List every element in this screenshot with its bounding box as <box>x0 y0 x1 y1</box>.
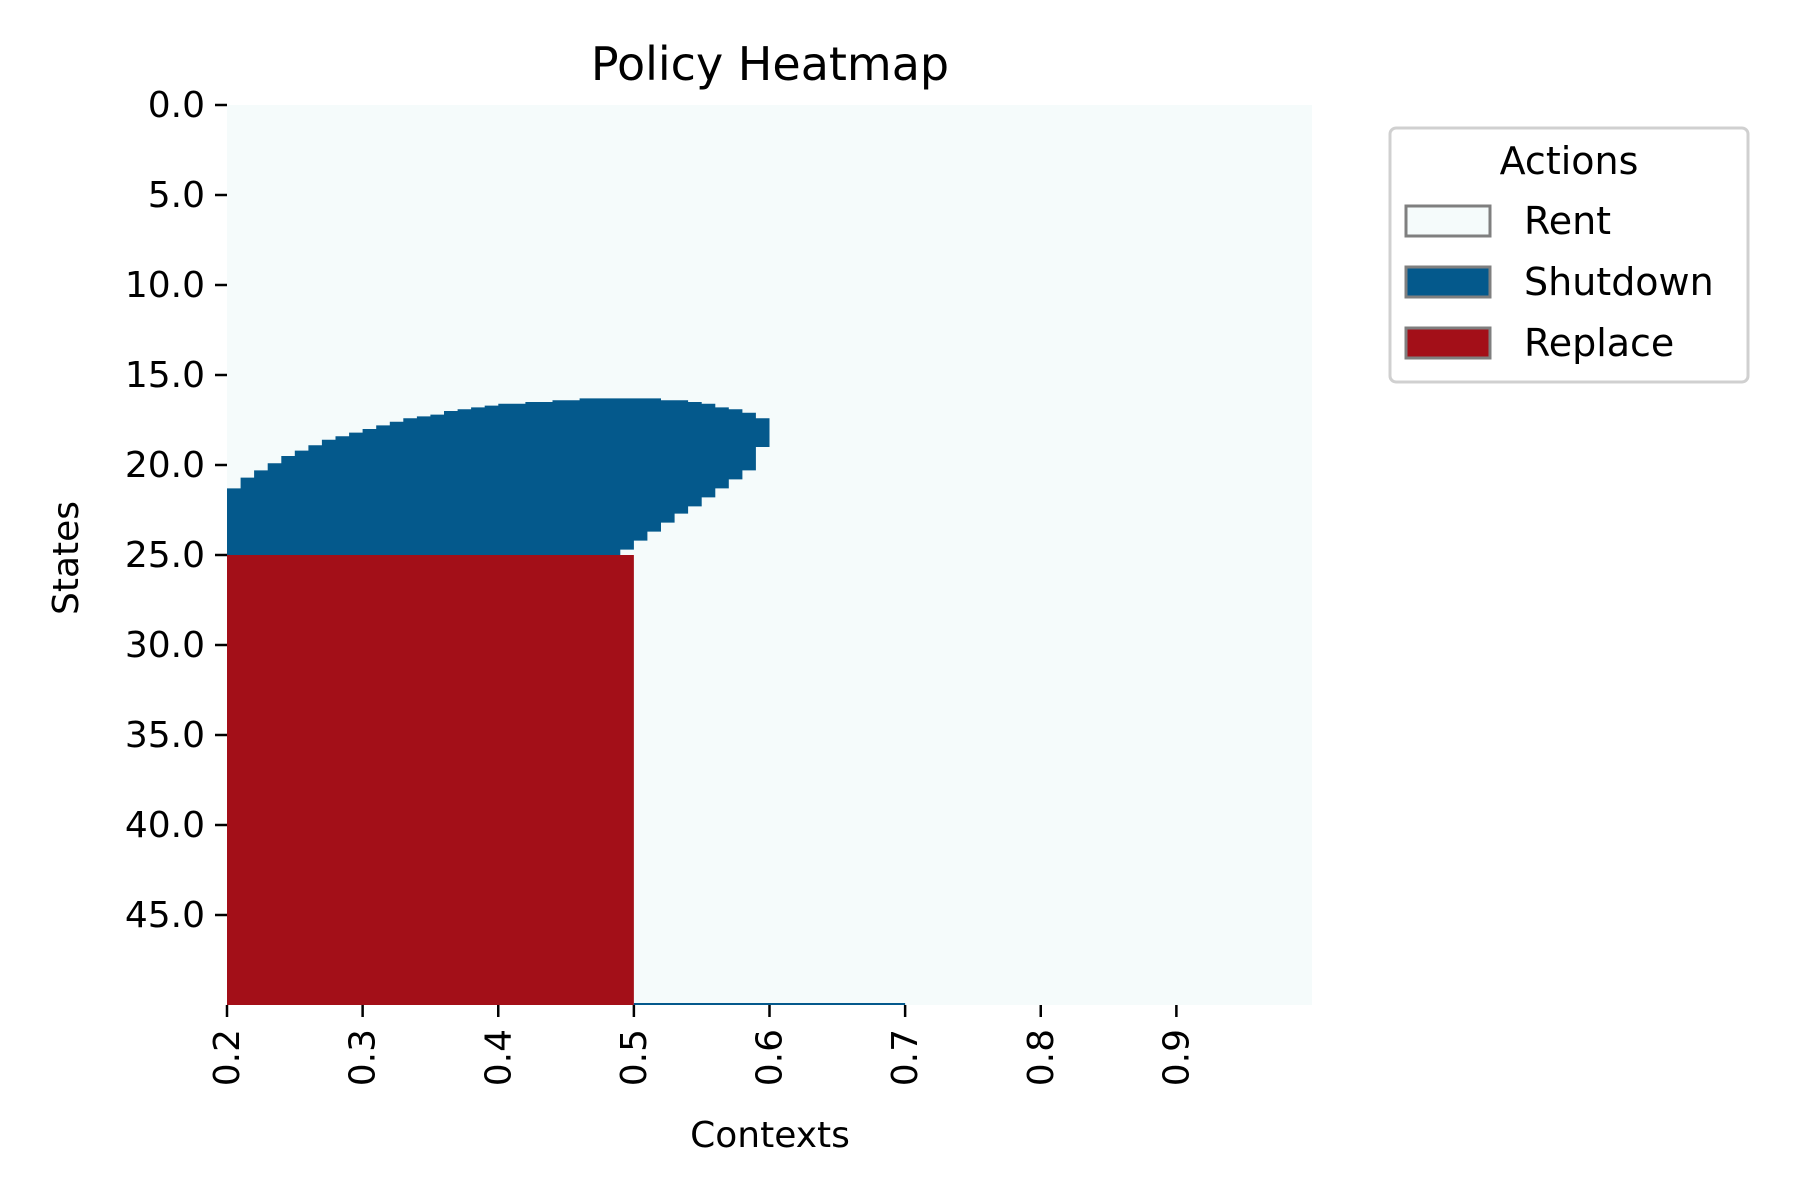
x-axis-label: Contexts <box>690 1115 850 1156</box>
legend-swatch-replace <box>1404 326 1492 360</box>
x-axis: 0.2 0.3 0.4 0.5 0.6 0.7 0.8 0.9 <box>207 1005 1197 1086</box>
x-tick-label: 0.2 <box>207 1029 248 1086</box>
x-tick-label: 0.9 <box>1156 1029 1197 1086</box>
heatmap-region-shutdown <box>227 398 784 555</box>
y-tick-label: 35.0 <box>125 715 205 756</box>
legend-swatch-rent <box>1404 204 1492 238</box>
y-axis: 0.0 5.0 10.0 15.0 20.0 25.0 30.0 35.0 40.0 45.0 <box>125 85 227 936</box>
y-tick-label: 45.0 <box>125 895 205 936</box>
y-tick-label: 20.0 <box>125 445 205 486</box>
legend-swatch-shutdown <box>1404 265 1492 299</box>
heatmap-region-replace <box>227 555 634 1005</box>
chart-title: Policy Heatmap <box>591 37 949 91</box>
x-tick-label: 0.3 <box>343 1029 384 1086</box>
x-tick-label: 0.8 <box>1021 1029 1062 1086</box>
heatmap-plot-area <box>227 105 1312 1005</box>
legend-label-replace: Replace <box>1524 321 1674 365</box>
legend-frame <box>1388 126 1750 384</box>
legend-label-shutdown: Shutdown <box>1524 260 1714 304</box>
legend-entries: Rent Shutdown Replace <box>1404 199 1714 365</box>
x-tick-label: 0.6 <box>750 1029 791 1086</box>
legend-title: Actions <box>1500 139 1639 183</box>
legend: Actions Rent Shutdown Replace <box>1388 126 1750 384</box>
y-tick-label: 0.0 <box>148 85 205 126</box>
y-tick-label: 15.0 <box>125 355 205 396</box>
x-tick-label: 0.7 <box>885 1029 926 1086</box>
y-tick-label: 25.0 <box>125 535 205 576</box>
legend-label-rent: Rent <box>1524 199 1611 243</box>
y-axis-label: States <box>46 501 87 615</box>
x-tick-label: 0.4 <box>478 1029 519 1086</box>
y-tick-label: 40.0 <box>125 805 205 846</box>
y-tick-label: 5.0 <box>148 175 205 216</box>
x-tick-label: 0.5 <box>614 1029 655 1086</box>
y-tick-label: 10.0 <box>125 265 205 306</box>
y-tick-label: 30.0 <box>125 625 205 666</box>
